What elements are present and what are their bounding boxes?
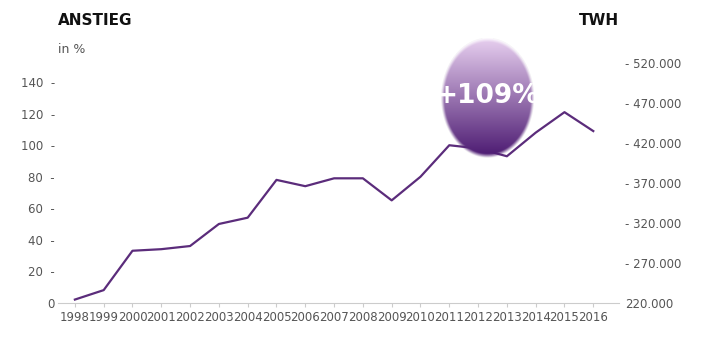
Text: ANSTIEG: ANSTIEG [58, 13, 132, 28]
Text: in %: in % [58, 43, 85, 56]
Text: +109%: +109% [435, 83, 539, 109]
Text: TWH: TWH [579, 13, 619, 28]
